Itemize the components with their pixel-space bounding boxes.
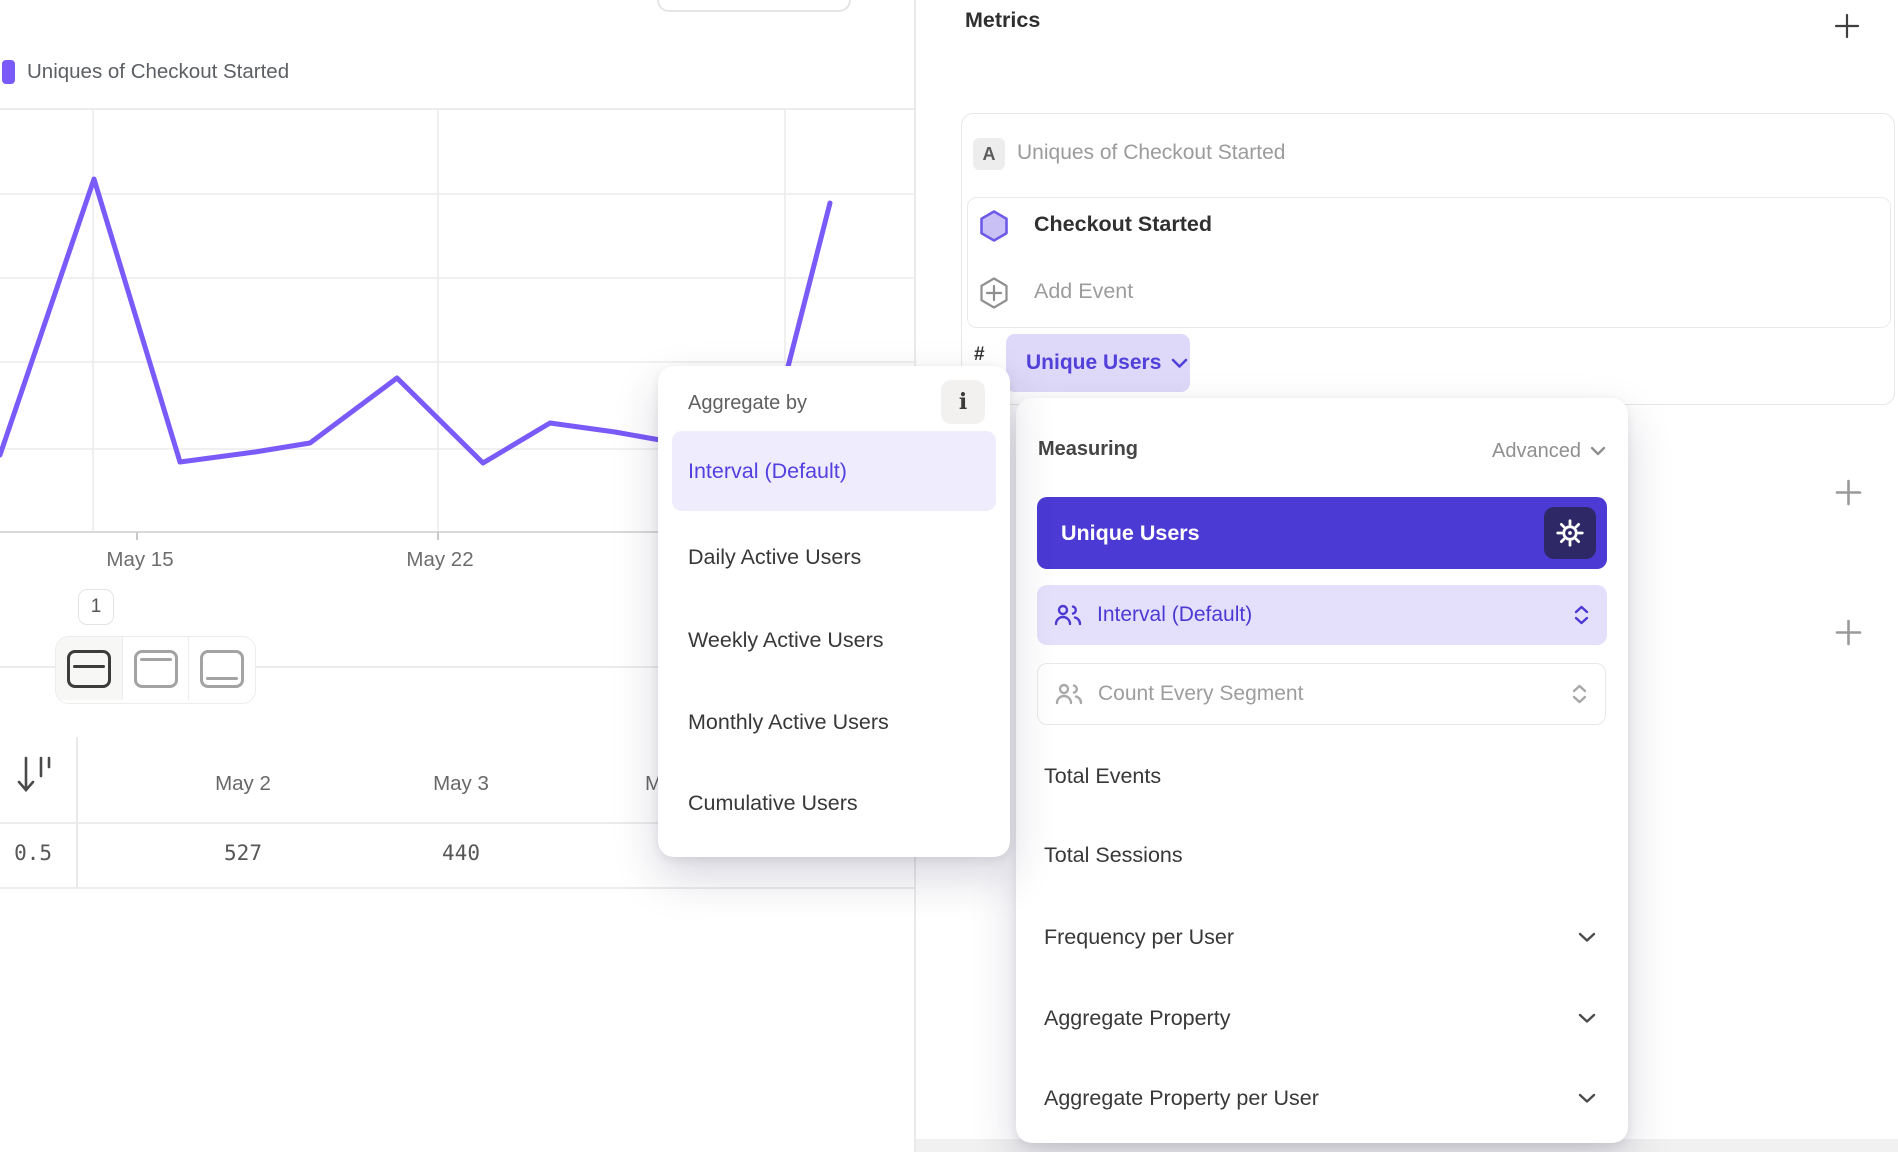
segment-row-label: Count Every Segment [1098, 682, 1304, 705]
sort-icon[interactable] [16, 750, 52, 800]
menu-item-aggregate-property-per-user[interactable]: Aggregate Property per User [1044, 1086, 1319, 1110]
add-section-icon-2[interactable] [1835, 619, 1862, 646]
updown-chevron-icon [1574, 605, 1589, 625]
metric-card: A Uniques of Checkout Started Checkout S… [961, 113, 1895, 405]
users-icon [1055, 683, 1083, 705]
measurement-chip-label: Unique Users [1026, 351, 1162, 374]
info-icon: i [958, 389, 968, 415]
chevron-down-icon [1172, 358, 1188, 368]
chart-legend: Uniques of Checkout Started [2, 58, 289, 86]
table-header-border [0, 822, 915, 824]
chevron-down-icon [1578, 1093, 1596, 1103]
menu-item-cumulative-users[interactable]: Cumulative Users [688, 791, 858, 815]
aggregate-by-menu: Aggregate by i Interval (Default) Daily … [658, 366, 1010, 857]
advanced-toggle[interactable]: Advanced [1492, 438, 1606, 464]
panel-bottom-icon [200, 649, 245, 688]
chevron-down-icon [1578, 932, 1596, 942]
segment-row-label: Interval (Default) [1097, 603, 1253, 626]
event-card: Checkout Started Add Event [967, 197, 1891, 328]
advanced-label: Advanced [1492, 439, 1581, 462]
info-button[interactable]: i [941, 380, 985, 424]
menu-item-monthly-active-users[interactable]: Monthly Active Users [688, 710, 889, 734]
table-header-truncated[interactable]: M [645, 772, 663, 795]
table-col-divider [76, 737, 78, 888]
menu-item-weekly-active-users[interactable]: Weekly Active Users [688, 628, 884, 652]
toggle-panel-top[interactable] [121, 637, 189, 700]
table-cell-may2: 527 [224, 841, 262, 865]
section-divider [0, 666, 915, 668]
chevron-down-icon [1590, 446, 1606, 456]
add-section-icon-1[interactable] [1835, 479, 1862, 506]
menu-item-label: Interval (Default) [688, 458, 847, 483]
legend-label: Uniques of Checkout Started [27, 60, 290, 83]
toggle-split-horizontal[interactable] [56, 637, 122, 700]
updown-chevron-icon [1572, 684, 1587, 704]
users-icon [1054, 604, 1082, 626]
aggregate-by-title: Aggregate by [688, 392, 807, 414]
measuring-title: Measuring [1038, 438, 1139, 460]
add-metric-icon[interactable] [1833, 12, 1861, 40]
x-axis-ticks [136, 532, 439, 540]
menu-item-total-sessions[interactable]: Total Sessions [1044, 843, 1183, 867]
table-header-may3[interactable]: May 3 [433, 772, 489, 795]
chevron-down-icon [1578, 1013, 1596, 1023]
menu-item-aggregate-property[interactable]: Aggregate Property [1044, 1006, 1231, 1030]
metric-badge: A [973, 138, 1005, 170]
measuring-selected-button[interactable]: Unique Users [1037, 497, 1607, 569]
event-hexagon-icon [980, 210, 1008, 242]
x-tick-label-may22: May 22 [406, 548, 474, 571]
menu-item-interval-default[interactable]: Interval (Default) [672, 431, 996, 511]
layout-toggle-group [55, 636, 256, 704]
measuring-menu: Measuring Advanced Unique Users [1016, 398, 1628, 1143]
add-event-hexagon-icon [980, 277, 1008, 309]
segment-row-interval[interactable]: Interval (Default) [1037, 585, 1607, 645]
toolbar-button-partial[interactable] [657, 0, 851, 12]
x-tick-label-may15: May 15 [106, 548, 174, 571]
measurement-prefix: # [974, 344, 985, 365]
measurement-chip[interactable]: Unique Users [1006, 334, 1190, 392]
menu-item-daily-active-users[interactable]: Daily Active Users [688, 545, 862, 569]
toggle-panel-bottom[interactable] [188, 637, 255, 700]
legend-swatch [2, 60, 15, 84]
table-row-border [0, 887, 915, 889]
table-cell-may3: 440 [442, 841, 480, 865]
panel-top-icon [133, 649, 178, 688]
add-event-label[interactable]: Add Event [1034, 279, 1134, 303]
metrics-title: Metrics [965, 8, 1041, 32]
metric-name[interactable]: Uniques of Checkout Started [1017, 141, 1286, 164]
event-name[interactable]: Checkout Started [1034, 212, 1213, 236]
gear-icon [1556, 519, 1584, 547]
segment-row-count-every-segment[interactable]: Count Every Segment [1037, 663, 1606, 725]
menu-item-frequency-per-user[interactable]: Frequency per User [1044, 925, 1234, 949]
measuring-selected-label: Unique Users [1061, 520, 1200, 545]
measure-settings-button[interactable] [1544, 507, 1596, 559]
page-number-badge[interactable]: 1 [78, 589, 114, 625]
menu-item-total-events[interactable]: Total Events [1044, 764, 1162, 788]
table-header-may2[interactable]: May 2 [215, 772, 271, 795]
split-horizontal-icon [66, 649, 111, 688]
table-row-label-partial: 0.5 [14, 841, 52, 865]
